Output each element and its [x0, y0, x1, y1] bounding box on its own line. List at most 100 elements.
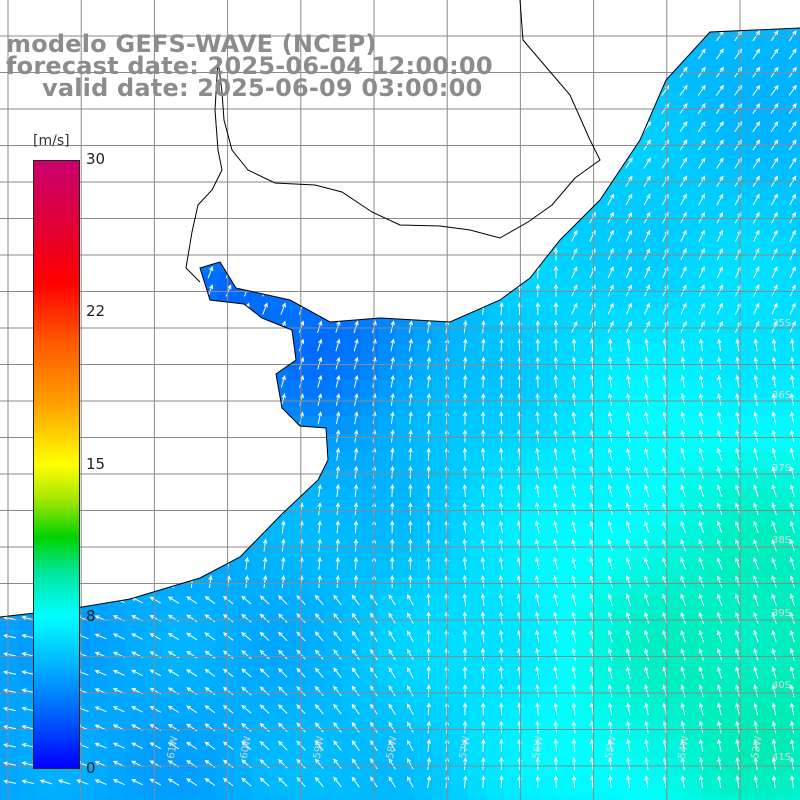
wind-arrow — [262, 574, 268, 589]
wind-arrow — [388, 594, 396, 606]
wind-arrow — [589, 193, 596, 206]
wind-arrow — [662, 720, 667, 734]
wind-arrow — [81, 338, 86, 352]
wind-arrow — [716, 666, 722, 679]
wind-arrow — [625, 538, 632, 552]
wind-arrow — [208, 538, 213, 552]
wind-arrow — [390, 502, 395, 516]
wind-arrow — [39, 779, 53, 785]
wind-arrow — [643, 320, 651, 333]
wind-arrow — [21, 633, 35, 639]
wind-arrow — [680, 466, 686, 479]
wind-arrow — [80, 283, 86, 297]
wind-arrow — [480, 502, 486, 516]
wind-arrow — [243, 265, 250, 279]
wind-arrow — [626, 429, 631, 443]
wind-arrow — [317, 302, 323, 315]
wind-arrow — [208, 447, 213, 461]
wind-arrow — [644, 284, 651, 297]
wind-arrow — [390, 247, 395, 261]
wind-arrow — [735, 374, 740, 388]
wind-arrow — [753, 392, 758, 406]
wind-arrow — [771, 684, 777, 698]
wind-arrow — [281, 429, 286, 443]
wind-arrow — [498, 83, 504, 97]
wind-arrow — [190, 447, 195, 461]
wind-arrow — [280, 193, 286, 206]
wind-arrow — [281, 411, 286, 425]
wind-arrow — [753, 775, 759, 789]
wind-arrow — [335, 483, 341, 498]
wind-arrow — [608, 720, 613, 734]
wind-arrow — [771, 775, 777, 789]
wind-arrow — [408, 265, 414, 279]
wind-arrow — [735, 392, 740, 407]
wind-arrow — [390, 465, 395, 479]
wind-arrow — [333, 740, 342, 751]
wind-arrow — [716, 229, 723, 242]
wind-arrow — [26, 301, 31, 315]
wind-arrow — [280, 229, 286, 243]
wind-arrow — [607, 593, 613, 607]
wind-arrow — [571, 411, 577, 425]
wind-arrow — [462, 574, 467, 589]
wind-arrow — [190, 483, 195, 497]
wind-arrow — [21, 615, 35, 621]
wind-arrow — [535, 538, 540, 552]
wind-arrow — [263, 483, 268, 497]
wind-arrow — [262, 375, 268, 388]
wind-arrow — [426, 392, 432, 407]
wind-arrow — [499, 447, 504, 461]
wind-arrow — [535, 192, 540, 206]
wind-arrow — [535, 356, 540, 370]
wind-arrow — [790, 775, 795, 789]
wind-arrow — [262, 156, 268, 170]
wind-arrow — [625, 575, 632, 588]
wind-arrow — [317, 556, 322, 570]
wind-arrow — [771, 302, 778, 315]
wind-arrow — [135, 284, 141, 297]
wind-arrow — [644, 302, 651, 315]
lat-label: 37S — [772, 463, 792, 474]
wind-arrow — [607, 429, 613, 443]
wind-arrow — [171, 393, 177, 406]
wind-arrow — [99, 429, 104, 443]
wind-arrow — [789, 557, 795, 570]
wind-arrow — [135, 119, 140, 133]
wind-arrow — [153, 429, 159, 443]
wind-arrow — [753, 466, 759, 479]
wind-arrow — [390, 574, 395, 588]
wind-arrow — [351, 630, 360, 642]
wind-arrow — [117, 320, 122, 334]
wind-arrow — [204, 668, 216, 677]
wind-arrow — [789, 465, 795, 479]
wind-arrow — [625, 484, 632, 497]
wind-arrow — [204, 614, 216, 623]
wind-arrow — [553, 775, 559, 789]
wind-arrow — [335, 465, 341, 479]
wind-arrow — [463, 247, 468, 261]
wind-arrow — [316, 265, 323, 279]
wind-arrow — [244, 120, 250, 133]
wind-arrow — [789, 429, 795, 443]
wind-arrow — [354, 392, 359, 406]
wind-speed-field — [0, 28, 800, 800]
wind-arrow — [626, 411, 631, 425]
wind-arrow — [390, 538, 395, 552]
wind-arrow — [281, 556, 286, 570]
wind-arrow — [626, 374, 631, 388]
wind-arrow — [426, 119, 431, 134]
wind-arrow — [335, 393, 341, 406]
wind-arrow — [353, 247, 359, 261]
wind-arrow — [353, 556, 359, 570]
wind-arrow — [462, 465, 468, 479]
wind-arrow — [680, 702, 686, 716]
wind-arrow — [426, 538, 431, 552]
wind-arrow — [112, 633, 125, 640]
wind-arrow — [625, 284, 632, 297]
wind-arrow — [717, 738, 722, 752]
wind-arrow — [480, 702, 486, 716]
wind-arrow — [280, 302, 286, 315]
wind-arrow — [426, 411, 431, 425]
wind-arrow — [112, 742, 125, 749]
